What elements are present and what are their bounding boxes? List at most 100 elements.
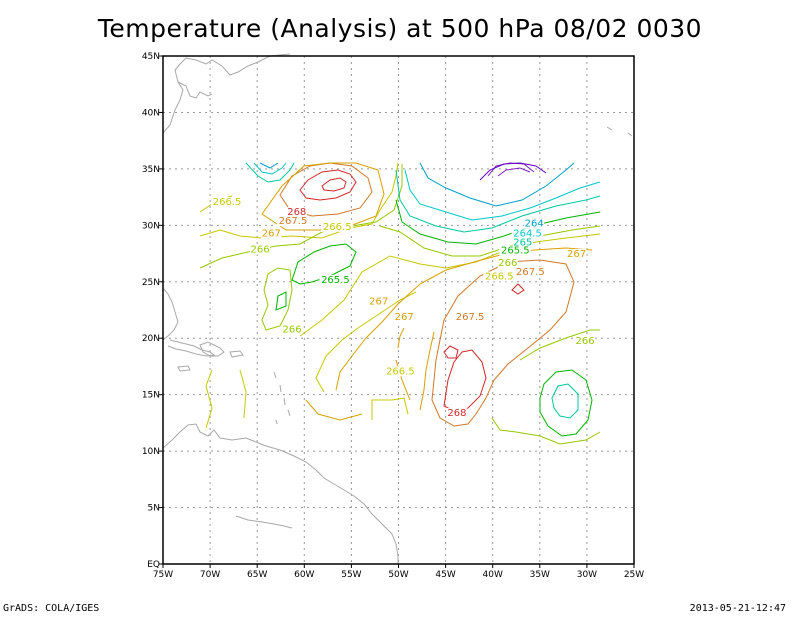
contour-label: 266 bbox=[575, 336, 594, 347]
contour-267-5-east bbox=[431, 259, 575, 427]
contour-265-5-north-east bbox=[395, 199, 601, 245]
contour-268-north bbox=[299, 169, 357, 201]
lat-tick-label: 40N bbox=[142, 108, 160, 118]
contour-label-bg bbox=[286, 207, 307, 218]
footer-software-label: GrADS: COLA/IGES bbox=[3, 603, 100, 614]
coastline-antilles bbox=[273, 371, 291, 425]
contours bbox=[199, 162, 601, 445]
contour-label: 268 bbox=[287, 207, 306, 218]
coastlines bbox=[162, 53, 633, 564]
contour-label-bg bbox=[211, 197, 244, 208]
contour-267-north bbox=[261, 162, 385, 231]
lat-tick-label: 5N bbox=[148, 504, 160, 514]
contour-265-east bbox=[551, 383, 579, 419]
contour-label-bg bbox=[497, 257, 518, 268]
contour-label: 266.5 bbox=[213, 197, 242, 208]
contour-label-bg bbox=[514, 267, 547, 278]
contour-265-5-north-blue bbox=[245, 162, 295, 183]
contour-label-bg bbox=[511, 228, 544, 239]
contour-265-north-east bbox=[395, 169, 601, 233]
contour-label: 266 bbox=[498, 258, 517, 269]
lat-tick-label: 15N bbox=[142, 391, 160, 401]
contour-label-bg bbox=[575, 335, 596, 346]
contour-label: 266.5 bbox=[323, 222, 352, 233]
lon-tick-label: 65W bbox=[247, 570, 267, 580]
lat-tick-label: 30N bbox=[142, 221, 160, 231]
coastline-south-america bbox=[162, 423, 399, 564]
coastline-hispaniola bbox=[199, 341, 225, 357]
contour-label-bg bbox=[319, 274, 352, 285]
contour-label-bg bbox=[250, 244, 271, 255]
contour-263-north-purple bbox=[487, 162, 535, 177]
contour-label-bg bbox=[512, 237, 533, 248]
contour-label: 266 bbox=[283, 325, 302, 336]
lon-tick-label: 70W bbox=[200, 570, 220, 580]
contour-label-bg bbox=[566, 248, 587, 259]
contour-label: 265.5 bbox=[501, 246, 530, 257]
lat-tick-label: 25N bbox=[142, 278, 160, 288]
contour-263-5-north-purple2 bbox=[479, 162, 547, 181]
coastline-jamaica bbox=[177, 365, 191, 372]
contour-label-bg bbox=[368, 296, 389, 307]
contour-label-bg bbox=[321, 221, 354, 232]
lat-tick-label: EQ bbox=[147, 560, 160, 570]
contour-label: 264 bbox=[525, 218, 544, 229]
lon-tick-label: 60W bbox=[294, 570, 314, 580]
contour-label: 267 bbox=[567, 249, 586, 260]
contour-label-bg bbox=[446, 408, 467, 419]
contour-label: 264.5 bbox=[513, 229, 542, 240]
footer-timestamp: 2013-05-21-12:47 bbox=[689, 603, 786, 614]
coastline-bermuda bbox=[606, 126, 633, 137]
contour-266-5-middle bbox=[299, 233, 601, 393]
map-title: Temperature (Analysis) at 500 hPa 08/02 … bbox=[97, 14, 703, 43]
coastline-north-america bbox=[162, 53, 291, 134]
contour-266-north-east bbox=[379, 225, 601, 257]
lat-tick-label: 45N bbox=[142, 52, 160, 62]
contour-label: 265.5 bbox=[321, 275, 350, 286]
lon-tick-label: 35W bbox=[530, 570, 550, 580]
contour-label-bg bbox=[261, 228, 282, 239]
contour-label-bg bbox=[394, 312, 415, 323]
contour-268-east bbox=[443, 283, 525, 413]
lon-tick-label: 30W bbox=[577, 570, 597, 580]
lat-tick-labels: EQ 5N 10N 15N 20N 25N 30N 35N 40N 45N bbox=[142, 52, 163, 570]
contour-label: 268 bbox=[447, 408, 466, 419]
lon-tick-labels: 75W 70W 65W 60W 55W 50W 45W 40W 35W 30W 25W bbox=[153, 564, 644, 580]
contour-264-north-east bbox=[419, 162, 575, 207]
contour-label-bg bbox=[499, 245, 532, 256]
contour-label: 266.5 bbox=[485, 272, 514, 283]
contour-label: 267 bbox=[369, 296, 388, 307]
coastline-florida bbox=[162, 287, 179, 341]
contour-label-bg bbox=[276, 216, 309, 227]
contour-264-5-north-cyan bbox=[253, 162, 287, 175]
contour-label: 266 bbox=[250, 244, 269, 255]
contour-264-north-teal bbox=[259, 162, 279, 169]
coastline-cuba bbox=[167, 339, 216, 357]
contour-label: 267.5 bbox=[456, 312, 485, 323]
coastline-puerto-rico bbox=[229, 350, 244, 358]
contour-label-bg bbox=[384, 366, 417, 377]
contour-label: 266.5 bbox=[386, 366, 415, 377]
contour-label: 267 bbox=[395, 312, 414, 323]
contour-label: 265 bbox=[513, 238, 532, 249]
lon-tick-label: 50W bbox=[388, 570, 408, 580]
contour-265-5-east bbox=[539, 369, 593, 437]
contour-267-5-north bbox=[279, 162, 373, 217]
gridlines bbox=[163, 56, 634, 564]
lon-tick-label: 40W bbox=[483, 570, 503, 580]
contour-labels: 266.5268267.5266.5267266265.5264264.5265… bbox=[211, 197, 596, 419]
contour-264-5-north-east bbox=[404, 169, 601, 221]
contour-label: 267.5 bbox=[516, 267, 545, 278]
lon-tick-label: 55W bbox=[341, 570, 361, 580]
lon-tick-label: 45W bbox=[435, 570, 455, 580]
contour-label-bg bbox=[282, 324, 303, 335]
contour-265-5-west bbox=[275, 243, 357, 311]
contour-266-east bbox=[491, 329, 601, 445]
contour-label-bg bbox=[454, 312, 487, 323]
contour-label: 267 bbox=[262, 229, 281, 240]
lon-tick-label: 75W bbox=[153, 570, 173, 580]
contour-266-5-south bbox=[205, 369, 409, 429]
contour-label-bg bbox=[524, 218, 545, 229]
contour-label-bg bbox=[483, 271, 516, 282]
